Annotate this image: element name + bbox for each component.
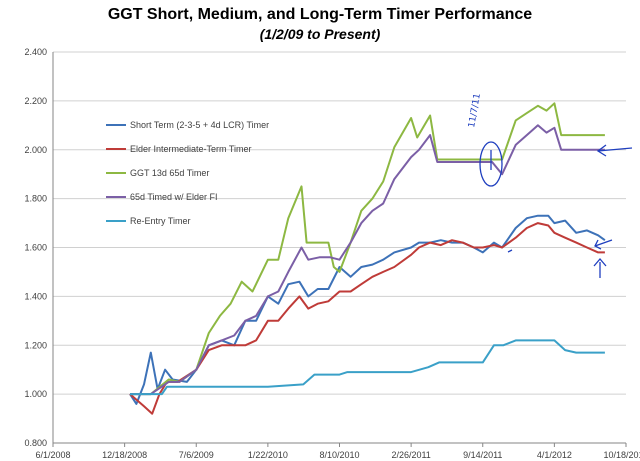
handwritten-date-annotation: 11/7/11 xyxy=(467,93,483,129)
legend-label: Elder Intermediate-Term Timer xyxy=(130,144,252,154)
x-tick-label: 6/1/2008 xyxy=(35,450,70,460)
annotation-layer: 11/7/11 xyxy=(467,93,633,278)
y-tick-label: 1.200 xyxy=(24,340,47,350)
x-tick-label: 4/1/2012 xyxy=(537,450,572,460)
chart-title: GGT Short, Medium, and Long-Term Timer P… xyxy=(107,6,533,23)
legend-label: 65d Timed w/ Elder FI xyxy=(130,192,218,202)
x-tick-label: 12/18/2008 xyxy=(102,450,147,460)
x-tick-label: 10/18/2012 xyxy=(603,450,640,460)
axis-layer: 0.800 1.000 1.200 1.400 1.600 1.800 2.000 2.200… xyxy=(24,47,640,460)
series-line-4 xyxy=(130,124,605,396)
x-tick-label: 1/22/2010 xyxy=(248,450,288,460)
handwritten-arrowhead-1580 xyxy=(593,258,607,267)
legend-label: GGT 13d 65d Timer xyxy=(130,168,209,178)
y-tick-label: 2.200 xyxy=(24,96,47,106)
series-line-2 xyxy=(129,222,605,415)
handwritten-circle xyxy=(479,141,503,187)
y-tick-label: 2.400 xyxy=(24,47,47,57)
handwritten-tick xyxy=(507,249,513,253)
x-tick-label: 2/26/2011 xyxy=(391,450,430,460)
series-line-5 xyxy=(130,339,605,396)
y-tick-label: 2.000 xyxy=(24,145,47,155)
handwritten-arrow-1630 xyxy=(594,239,613,247)
handwritten-arrow-2000 xyxy=(597,147,633,152)
x-tick-label: 8/10/2010 xyxy=(319,450,359,460)
y-tick-label: 1.400 xyxy=(24,291,47,301)
chart-subtitle: (1/2/09 to Present) xyxy=(259,26,381,42)
series-layer xyxy=(129,102,606,415)
y-tick-label: 1.800 xyxy=(24,194,47,204)
handwritten-arrowhead-1630 xyxy=(594,239,602,250)
y-tick-label: 0.800 xyxy=(24,438,47,448)
legend-label: Short Term (2-3-5 + 4d LCR) Timer xyxy=(130,120,269,130)
handwritten-arrowhead-2000 xyxy=(596,144,607,157)
x-tick-label: 9/14/2011 xyxy=(463,450,502,460)
x-tick-label: 7/6/2009 xyxy=(179,450,214,460)
legend-label: Re-Entry Timer xyxy=(130,216,191,226)
legend: Short Term (2-3-5 + 4d LCR) Timer Elder I… xyxy=(106,120,269,226)
y-tick-label: 1.600 xyxy=(24,243,47,253)
series-line-1 xyxy=(129,214,606,405)
grid-layer xyxy=(53,51,626,444)
y-tick-label: 1.000 xyxy=(24,389,47,399)
